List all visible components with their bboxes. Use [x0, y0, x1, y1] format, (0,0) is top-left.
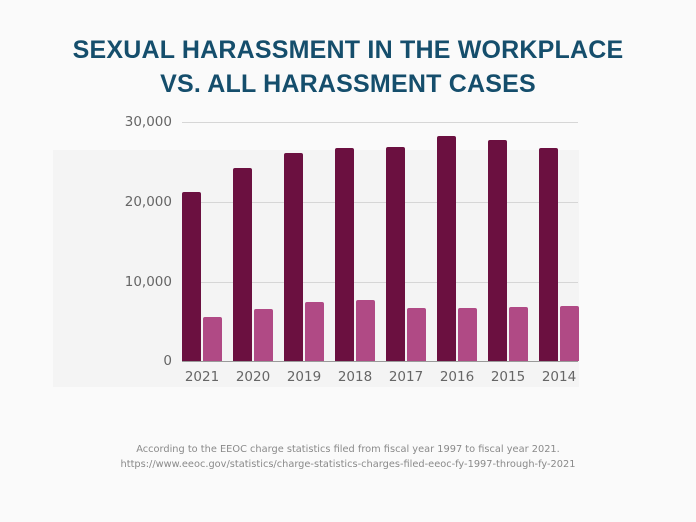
- chart-title-line-2: VS. ALL HARASSMENT CASES: [160, 70, 536, 98]
- gridline-20000: [182, 202, 578, 203]
- bar-sexual-harassment: [407, 307, 426, 361]
- y-tick-label: 10,000: [124, 274, 172, 290]
- y-tick-label: 30,000: [124, 114, 172, 130]
- y-tick-label: 20,000: [124, 194, 172, 210]
- bar-sexual-harassment: [458, 307, 477, 361]
- bar-sexual-harassment: [254, 309, 273, 361]
- bar-all-harassment: [539, 148, 558, 361]
- x-tick-label: 2016: [439, 369, 475, 385]
- x-tick-label: 2021: [184, 369, 220, 385]
- bar-sexual-harassment: [509, 306, 528, 361]
- bar-sexual-harassment: [203, 317, 222, 361]
- y-tick-label: 0: [163, 353, 172, 369]
- bar-all-harassment: [284, 153, 303, 361]
- x-tick-label: 2019: [286, 369, 322, 385]
- x-tick-label: 2020: [235, 369, 271, 385]
- gridline-10000: [182, 282, 578, 283]
- bar-all-harassment: [386, 146, 405, 361]
- bar-all-harassment: [182, 192, 201, 361]
- bar-sexual-harassment: [560, 306, 579, 361]
- x-tick-label: 2015: [490, 369, 526, 385]
- x-tick-label: 2018: [337, 369, 373, 385]
- x-axis-line: [182, 361, 578, 362]
- x-tick-label: 2014: [541, 369, 577, 385]
- source-note: According to the EEOC charge statistics …: [136, 444, 560, 455]
- bar-sexual-harassment: [305, 302, 324, 361]
- bar-all-harassment: [437, 136, 456, 361]
- gridline-30000: [182, 122, 578, 123]
- x-tick-label: 2017: [388, 369, 424, 385]
- chart-title-line-1: SEXUAL HARASSMENT IN THE WORKPLACE: [72, 36, 624, 64]
- bar-all-harassment: [233, 168, 252, 361]
- bar-all-harassment: [335, 148, 354, 361]
- source-url: https://www.eeoc.gov/statistics/charge-s…: [120, 459, 576, 470]
- bar-sexual-harassment: [356, 300, 375, 361]
- bar-all-harassment: [488, 139, 507, 361]
